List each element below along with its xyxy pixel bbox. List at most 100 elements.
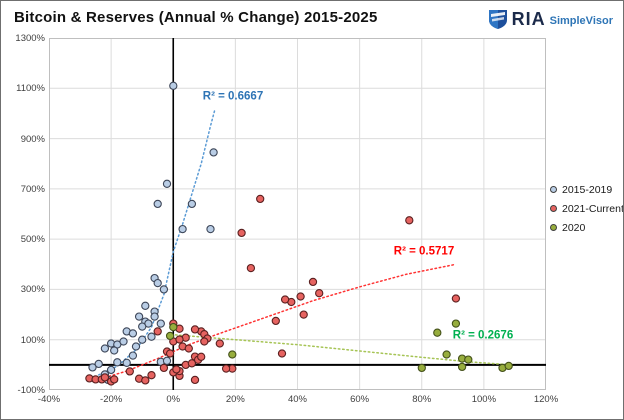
scatter-point-2015-2019 [206, 224, 215, 234]
scatter-point-2021-Current [110, 375, 119, 384]
scatter-point-2021-Current [215, 339, 224, 348]
r2-annotation: R² = 0.2676 [453, 330, 513, 342]
scatter-point-2015-2019 [141, 301, 150, 310]
scatter-point-2021-Current [197, 352, 206, 361]
y-tick-label: -100% [17, 385, 45, 396]
scatter-point-2015-2019 [88, 363, 97, 372]
legend-marker-icon [550, 224, 557, 231]
scatter-point-2021-Current [147, 371, 156, 380]
scatter-point-2015-2019 [134, 312, 144, 321]
scatter-point-2021-Current [190, 325, 200, 334]
scatter-point-2021-Current [200, 337, 209, 346]
scatter-point-2015-2019 [138, 335, 147, 344]
ria-shield-icon [488, 10, 507, 29]
scatter-point-2021-Current [141, 376, 150, 385]
legend-label: 2020 [562, 221, 586, 234]
y-tick-label: 1300% [15, 33, 45, 44]
scatter-point-2021-Current [165, 349, 175, 358]
scatter-point-2021-Current [237, 228, 246, 238]
scatter-point-2020 [165, 331, 175, 341]
y-tick-label: 900% [20, 133, 45, 145]
scatter-point-2015-2019 [128, 351, 138, 360]
x-tick-label: -40% [37, 394, 61, 405]
y-tick-label: 100% [20, 334, 45, 346]
legend-marker-icon [550, 186, 557, 193]
scatter-point-2015-2019 [187, 199, 197, 209]
scatter-point-2021-Current [175, 335, 184, 344]
y-tick-label: 1100% [16, 83, 45, 95]
scatter-point-2021-Current [100, 373, 110, 382]
x-tick-label: 120% [533, 394, 559, 405]
legend-item-2020: 2020 [550, 218, 623, 237]
trendline-2015-2019 [97, 107, 216, 376]
scatter-point-2020 [433, 328, 442, 337]
scatter-point-2021-Current [187, 359, 197, 368]
scatter-point-2015-2019 [153, 278, 162, 288]
scatter-point-2020 [464, 355, 473, 364]
scatter-point-2021-Current [153, 327, 162, 336]
scatter-plot: R² = 0.6667 R² = 0.5717 R² = 0.2676 [49, 38, 546, 390]
scatter-point-2015-2019 [159, 285, 169, 294]
x-tick-label: 80% [412, 394, 432, 405]
legend: 2015-2019 2021-Current 2020 [550, 180, 624, 237]
scatter-point-2015-2019 [119, 337, 128, 346]
scatter-point-2021-Current [190, 375, 200, 385]
scatter-point-2015-2019 [110, 346, 119, 355]
x-tick-label: 100% [471, 394, 497, 405]
legend-label: 2015-2019 [562, 183, 613, 196]
scatter-point-2020 [228, 350, 237, 359]
r2-annotation: R² = 0.5717 [394, 246, 454, 258]
y-tick-label: 500% [20, 234, 45, 246]
scatter-point-2015-2019 [162, 179, 172, 188]
trendline-2021-Current [91, 263, 457, 382]
scatter-point-2015-2019 [128, 329, 138, 338]
scatter-point-2021-Current [125, 367, 134, 376]
x-tick-label: -20% [100, 394, 123, 405]
scatter-point-2021-Current [256, 194, 265, 204]
legend-marker-icon [550, 205, 557, 212]
x-tick-label: 20% [225, 394, 245, 405]
scatter-point-2021-Current [221, 364, 231, 373]
scatter-point-2015-2019 [138, 322, 147, 331]
scatter-point-2020 [451, 319, 461, 328]
y-tick-label: 700% [20, 183, 45, 195]
x-tick-label: 0% [166, 394, 181, 405]
scatter-point-2020 [417, 363, 426, 373]
scatter-point-2015-2019 [162, 356, 172, 365]
scatter-point-2021-Current [405, 216, 414, 225]
scatter-point-2015-2019 [178, 224, 187, 234]
scatter-point-2015-2019 [106, 365, 116, 375]
scatter-point-2021-Current [451, 294, 461, 303]
chart-title: Bitcoin & Reserves (Annual % Change) 201… [14, 9, 378, 26]
scatter-point-2021-Current [159, 363, 169, 373]
product-name: SimpleVisor [549, 15, 613, 27]
x-tick-label: 40% [287, 394, 307, 405]
scatter-point-2015-2019 [131, 342, 141, 351]
legend-label: 2021-Current [562, 202, 624, 215]
plot-border [49, 38, 546, 390]
scatter-point-2021-Current [271, 316, 280, 326]
r2-annotation: R² = 0.6667 [203, 91, 263, 103]
scatter-point-2021-Current [184, 344, 193, 353]
scatter-point-2015-2019 [122, 358, 131, 367]
y-tick-label: 300% [20, 284, 45, 296]
scatter-point-2021-Current [246, 263, 256, 273]
scatter-point-2021-Current [277, 349, 287, 358]
scatter-point-2021-Current [280, 295, 290, 304]
scatter-point-2015-2019 [147, 332, 156, 341]
scatter-point-2015-2019 [209, 148, 218, 157]
scatter-point-2015-2019 [94, 359, 103, 369]
scatter-point-2015-2019 [153, 199, 162, 209]
scatter-point-2015-2019 [100, 344, 110, 353]
scatter-point-2015-2019 [150, 312, 159, 321]
scatter-point-2020 [442, 350, 451, 359]
brand-logo: RIA SimpleVisor [488, 8, 613, 30]
scatter-point-2021-Current [308, 277, 318, 287]
scatter-point-2021-Current [315, 289, 324, 298]
scatter-point-2021-Current [299, 310, 308, 319]
scatter-point-2021-Current [296, 292, 305, 301]
legend-item-2015-2019: 2015-2019 [550, 180, 623, 199]
scatter-point-2015-2019 [156, 319, 165, 328]
scatter-point-2015-2019 [113, 358, 122, 367]
